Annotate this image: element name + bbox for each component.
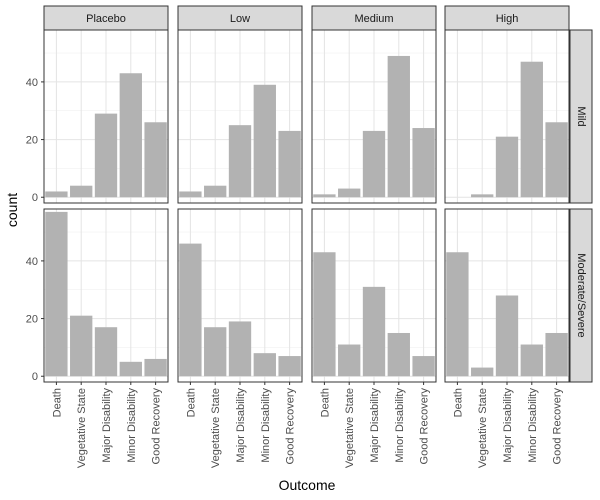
- bar-minor-disability: [387, 55, 410, 198]
- strip-moderate-severe: [569, 208, 593, 383]
- panels-layer: Placebo Low Medium High Mild Moderate/Severe 0…: [26, 5, 593, 468]
- bar-vegetative-state: [338, 344, 361, 377]
- y-tick-label: 20: [26, 314, 38, 326]
- panel-low-mild-border: [177, 29, 303, 204]
- strip-label-mild: Mild: [575, 106, 587, 126]
- panel-placebo-mild-border: [43, 29, 169, 204]
- bar-major-disability: [495, 295, 519, 377]
- bar-minor-disability: [119, 361, 142, 377]
- x-axis-title: Outcome: [279, 477, 336, 493]
- y-axis-title: count: [4, 193, 20, 227]
- x-tick-label-minor-disability: Minor Disability: [527, 388, 539, 463]
- bar-major-disability: [362, 286, 386, 377]
- x-tick-label-death: Death: [452, 388, 464, 417]
- x-tick-label-good-recovery: Good Recovery: [419, 388, 431, 465]
- bar-good-recovery: [278, 130, 301, 198]
- y-tick-label: 20: [26, 135, 38, 147]
- x-tick-label-death: Death: [51, 388, 63, 417]
- bar-vegetative-state: [338, 188, 361, 198]
- bar-minor-disability: [253, 353, 276, 377]
- panel-high-mild-border: [444, 29, 570, 204]
- x-tick-label-minor-disability: Minor Disability: [394, 388, 406, 463]
- x-tick-label-major-disability: Major Disability: [101, 388, 113, 463]
- strip-label-high: High: [496, 13, 519, 25]
- strip-placebo: [43, 5, 169, 31]
- strip-label-medium: Medium: [354, 13, 393, 25]
- bar-minor-disability: [253, 84, 276, 198]
- bar-death: [313, 252, 336, 377]
- bar-good-recovery: [144, 358, 167, 377]
- x-tick-label-major-disability: Major Disability: [235, 388, 247, 463]
- bar-vegetative-state: [471, 367, 494, 377]
- bar-good-recovery: [545, 122, 568, 198]
- bar-death: [45, 211, 68, 377]
- panel-low-moderate-severe: [177, 208, 303, 383]
- x-tick-label-vegetative-state: Vegetative State: [477, 388, 489, 468]
- bar-minor-disability: [520, 61, 543, 198]
- y-tick-label: 0: [32, 192, 38, 204]
- bar-major-disability: [228, 321, 252, 377]
- bar-death: [313, 194, 336, 198]
- x-tick-label-death: Death: [185, 388, 197, 417]
- bar-major-disability: [94, 327, 118, 377]
- bar-good-recovery: [144, 122, 167, 198]
- x-tick-label-good-recovery: Good Recovery: [151, 388, 163, 465]
- y-tick-label: 40: [26, 256, 38, 268]
- bar-death: [179, 243, 202, 377]
- panel-high-moderate-severe: [444, 208, 570, 383]
- bar-good-recovery: [412, 128, 435, 198]
- x-tick-label-minor-disability: Minor Disability: [260, 388, 272, 463]
- bar-major-disability: [228, 125, 252, 198]
- panel-medium-mild: [311, 29, 437, 204]
- panel-low-mild: [177, 29, 303, 204]
- strip-label-low: Low: [230, 13, 250, 25]
- bar-vegetative-state: [70, 185, 93, 198]
- y-tick-label: 40: [26, 77, 38, 89]
- x-tick-label-vegetative-state: Vegetative State: [344, 388, 356, 468]
- x-tick-label-minor-disability: Minor Disability: [126, 388, 138, 463]
- x-tick-label-death: Death: [319, 388, 331, 417]
- bar-minor-disability: [520, 344, 543, 377]
- x-tick-label-vegetative-state: Vegetative State: [210, 388, 222, 468]
- strip-label-moderate-severe: Moderate/Severe: [575, 253, 587, 337]
- strip-label-placebo: Placebo: [86, 13, 126, 25]
- x-tick-label-vegetative-state: Vegetative State: [76, 388, 88, 468]
- bar-good-recovery: [412, 356, 435, 377]
- bar-death: [179, 191, 202, 198]
- x-tick-label-major-disability: Major Disability: [369, 388, 381, 463]
- bar-vegetative-state: [471, 194, 494, 198]
- strip-low: [177, 5, 303, 31]
- bar-death: [446, 252, 469, 377]
- bar-vegetative-state: [204, 327, 227, 377]
- bar-minor-disability: [119, 73, 142, 198]
- bar-death: [45, 191, 68, 198]
- bar-good-recovery: [545, 332, 568, 377]
- bar-good-recovery: [278, 356, 301, 377]
- panel-high-mild: [444, 29, 570, 204]
- bar-major-disability: [495, 136, 519, 198]
- x-tick-label-good-recovery: Good Recovery: [285, 388, 297, 465]
- strip-mild: [569, 29, 593, 204]
- bar-vegetative-state: [70, 315, 93, 377]
- panel-medium-moderate-severe: [311, 208, 437, 383]
- x-tick-label-good-recovery: Good Recovery: [552, 388, 564, 465]
- bar-vegetative-state: [204, 185, 227, 198]
- panel-placebo-mild: [43, 29, 169, 204]
- bar-minor-disability: [387, 332, 410, 377]
- panel-medium-mild-border: [311, 29, 437, 204]
- strip-high: [444, 5, 570, 31]
- x-tick-label-major-disability: Major Disability: [502, 388, 514, 463]
- y-tick-label: 0: [32, 371, 38, 383]
- panel-placebo-moderate-severe: [43, 208, 169, 383]
- bar-major-disability: [94, 113, 118, 198]
- bar-major-disability: [362, 130, 386, 198]
